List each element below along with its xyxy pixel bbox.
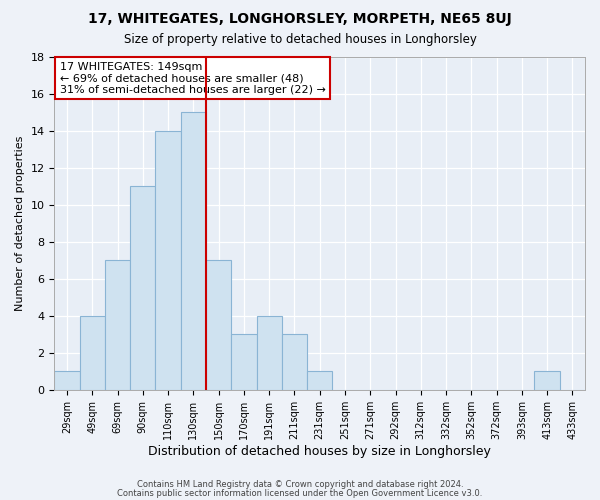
Bar [257, 316, 282, 390]
Bar [231, 334, 257, 390]
Bar [282, 334, 307, 390]
Y-axis label: Number of detached properties: Number of detached properties [15, 136, 25, 311]
Bar [307, 372, 332, 390]
Text: Contains public sector information licensed under the Open Government Licence v3: Contains public sector information licen… [118, 488, 482, 498]
Bar [80, 316, 105, 390]
Bar [105, 260, 130, 390]
Text: 17 WHITEGATES: 149sqm
← 69% of detached houses are smaller (48)
31% of semi-deta: 17 WHITEGATES: 149sqm ← 69% of detached … [60, 62, 326, 94]
Bar [535, 372, 560, 390]
Text: Contains HM Land Registry data © Crown copyright and database right 2024.: Contains HM Land Registry data © Crown c… [137, 480, 463, 489]
Bar [130, 186, 155, 390]
Bar [155, 130, 181, 390]
Bar [55, 372, 80, 390]
Text: 17, WHITEGATES, LONGHORSLEY, MORPETH, NE65 8UJ: 17, WHITEGATES, LONGHORSLEY, MORPETH, NE… [88, 12, 512, 26]
X-axis label: Distribution of detached houses by size in Longhorsley: Distribution of detached houses by size … [148, 444, 491, 458]
Bar [206, 260, 231, 390]
Text: Size of property relative to detached houses in Longhorsley: Size of property relative to detached ho… [124, 32, 476, 46]
Bar [181, 112, 206, 390]
